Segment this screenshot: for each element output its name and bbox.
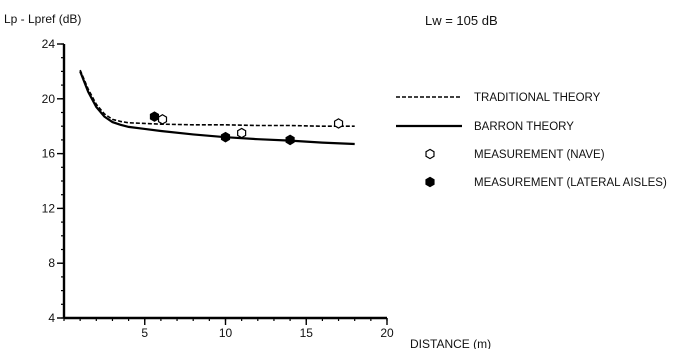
legend-label: BARRON THEORY: [474, 121, 574, 133]
x-tick-label: 5: [141, 326, 148, 340]
legend-swatch-nave: [425, 148, 435, 160]
chart-annotation: Lw = 105 dB: [425, 13, 498, 28]
lateral-aisles-point: [220, 131, 231, 143]
nave-point: [333, 118, 344, 129]
legend: TRADITIONAL THEORY BARRON THEORY MEASUREME…: [396, 92, 667, 189]
legend-label: MEASUREMENT (NAVE): [474, 149, 605, 161]
nave-point: [237, 127, 247, 139]
y-axis-label: Lp - Lpref (dB): [4, 12, 81, 26]
barron-theory-line: [79, 70, 355, 146]
y-tick-label: 20: [42, 92, 56, 106]
x-tick-label: 10: [219, 326, 233, 340]
y-tick-label: 12: [42, 201, 56, 215]
axes: 4 8 12 16 20 24 5 10 15 20: [42, 37, 394, 340]
lateral-aisles-point: [285, 134, 295, 146]
x-tick-label: 20: [380, 326, 394, 340]
y-tick-label: 8: [48, 256, 55, 270]
y-tick-label: 16: [42, 147, 56, 161]
traditional-theory-line: [79, 69, 355, 127]
plot-markers: [149, 111, 344, 146]
nave-point: [157, 114, 168, 125]
legend-label: TRADITIONAL THEORY: [474, 92, 601, 104]
plot-series: [79, 69, 355, 146]
y-tick-label: 24: [42, 37, 56, 51]
lateral-aisles-point: [149, 111, 160, 122]
legend-label: MEASUREMENT (LATERAL AISLES): [474, 177, 667, 189]
x-tick-label: 15: [300, 326, 314, 340]
legend-swatch-lateral: [425, 176, 435, 188]
y-tick-label: 4: [48, 311, 55, 325]
x-axis-label: DISTANCE (m): [410, 337, 491, 349]
